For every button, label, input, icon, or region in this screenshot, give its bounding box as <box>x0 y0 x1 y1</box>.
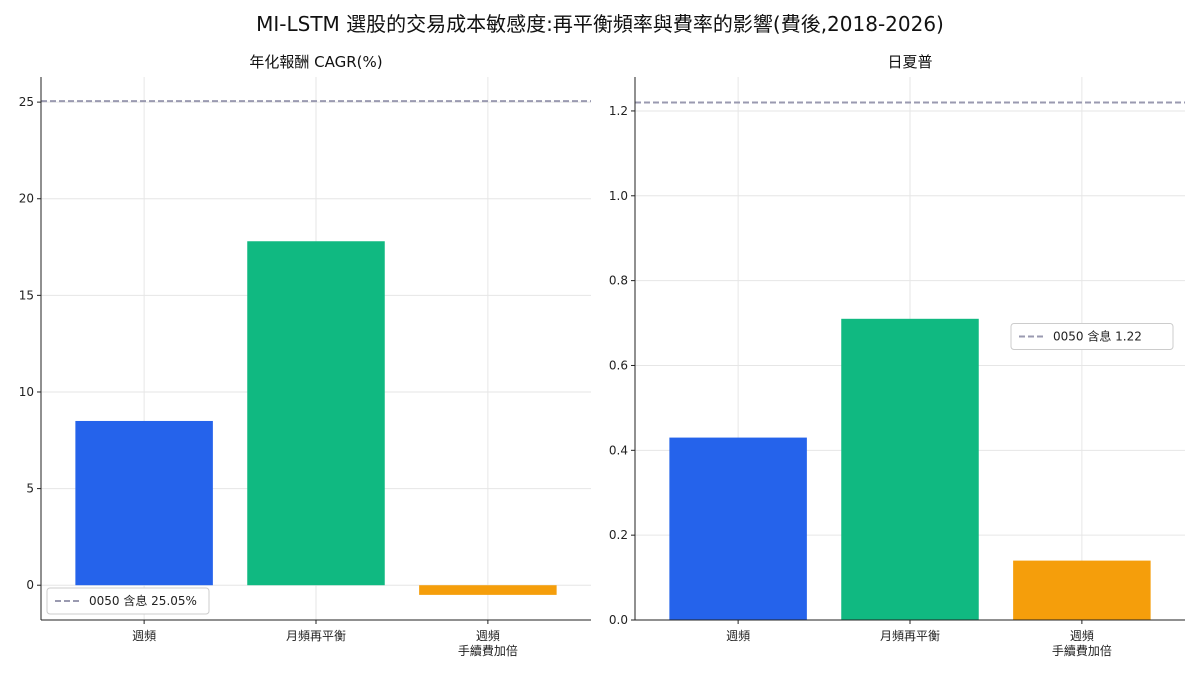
y-tick-label: 0.4 <box>609 443 628 457</box>
category-label: 月頻再平衡 <box>880 629 940 643</box>
y-tick-label: 0.2 <box>609 528 628 542</box>
bar-monthly <box>247 241 385 586</box>
y-tick-label: 0.0 <box>609 613 628 627</box>
category-label: 手續費加倍 <box>458 643 518 658</box>
bar-weekly <box>669 437 807 620</box>
y-tick-label: 15 <box>19 288 34 302</box>
legend: 0050 含息 1.22 <box>1010 323 1174 350</box>
category-label: 週頻 <box>1070 629 1094 643</box>
figure-title: MI-LSTM 選股的交易成本敏感度:再平衡頻率與費率的影響(費後,2018-2… <box>256 12 944 36</box>
legend-box <box>1010 323 1174 350</box>
bar-weekly-double-fee <box>1013 560 1151 620</box>
subplot-title: 日夏普 <box>887 53 932 71</box>
y-tick-label: 25 <box>19 95 34 109</box>
category-label: 手續費加倍 <box>1052 643 1112 658</box>
bar-monthly <box>841 318 979 620</box>
y-tick-label: 0 <box>26 578 34 592</box>
bar-weekly <box>75 420 213 586</box>
legend-label: 0050 含息 1.22 <box>1053 329 1142 344</box>
category-label: 週頻 <box>476 629 500 643</box>
y-tick-label: 10 <box>19 385 34 399</box>
category-label: 週頻 <box>726 629 750 643</box>
category-label: 週頻 <box>132 629 156 643</box>
y-tick-label: 0.8 <box>609 274 628 288</box>
y-tick-label: 1.2 <box>609 104 628 118</box>
y-tick-label: 5 <box>26 482 34 496</box>
y-tick-label: 20 <box>19 192 34 206</box>
category-label: 月頻再平衡 <box>286 629 346 643</box>
subplot-title: 年化報酬 CAGR(%) <box>249 53 382 71</box>
y-tick-label: 0.6 <box>609 358 628 372</box>
y-tick-label: 1.0 <box>609 189 628 203</box>
legend-label: 0050 含息 25.05% <box>89 593 197 608</box>
bar-weekly-double-fee <box>419 585 557 595</box>
legend: 0050 含息 25.05% <box>46 587 210 615</box>
legend-box <box>46 587 210 615</box>
